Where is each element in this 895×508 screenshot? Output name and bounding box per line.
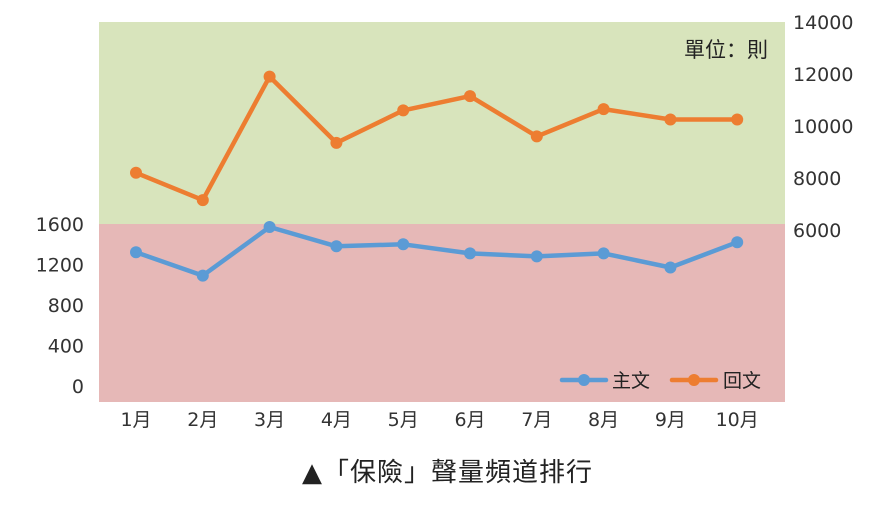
upper-band <box>99 22 785 224</box>
data-point <box>330 136 343 149</box>
data-point <box>731 236 744 249</box>
chart-caption: ▲「保險」聲量頻道排行 <box>302 458 593 488</box>
data-point <box>397 104 410 117</box>
data-point <box>464 247 476 260</box>
left-axis-tick-label: 1200 <box>36 255 84 277</box>
left-axis-tick-label: 1600 <box>36 214 84 236</box>
x-axis-tick-label: 2月 <box>187 409 218 431</box>
data-point <box>263 70 276 83</box>
left-axis-tick-label: 800 <box>48 295 84 317</box>
data-point <box>130 166 142 179</box>
legend-marker <box>578 374 590 386</box>
x-axis-tick-label: 9月 <box>655 409 686 431</box>
x-axis-tick-label: 10月 <box>716 409 759 431</box>
data-point <box>597 247 610 260</box>
x-axis-tick-label: 5月 <box>388 409 419 431</box>
x-axis-tick-label: 4月 <box>321 409 352 431</box>
series-line <box>133 74 740 203</box>
data-point <box>330 240 343 253</box>
right-axis-tick-label: 6000 <box>793 220 841 242</box>
data-point <box>196 269 209 282</box>
data-point <box>731 113 744 126</box>
legend-label: 主文 <box>612 370 650 392</box>
data-point <box>130 246 142 259</box>
x-axis-tick-label: 7月 <box>521 409 552 431</box>
legend-marker <box>688 374 700 386</box>
legend-label: 回文 <box>723 370 761 392</box>
data-point <box>263 221 276 233</box>
right-axis-tick-label: 12000 <box>793 64 853 86</box>
left-axis-tick-label: 400 <box>48 336 84 358</box>
data-point <box>664 261 677 274</box>
data-point <box>664 113 677 126</box>
series-line <box>133 224 740 278</box>
data-point <box>464 90 476 103</box>
data-point <box>196 194 209 207</box>
x-axis-tick-label: 1月 <box>120 409 151 431</box>
x-axis-tick-label: 8月 <box>588 409 619 431</box>
lower-band <box>99 224 785 402</box>
right-axis-tick-label: 14000 <box>793 12 853 34</box>
unit-label: 單位：則 <box>684 38 768 62</box>
data-point <box>597 103 610 116</box>
left-axis-tick-label: 0 <box>72 376 84 398</box>
data-point <box>530 130 543 143</box>
data-point <box>397 238 410 251</box>
x-axis-tick-label: 3月 <box>254 409 285 431</box>
right-axis-tick-label: 8000 <box>793 168 841 190</box>
data-point <box>530 250 543 263</box>
x-axis-tick-label: 6月 <box>454 409 485 431</box>
right-axis-tick-label: 10000 <box>793 116 853 138</box>
